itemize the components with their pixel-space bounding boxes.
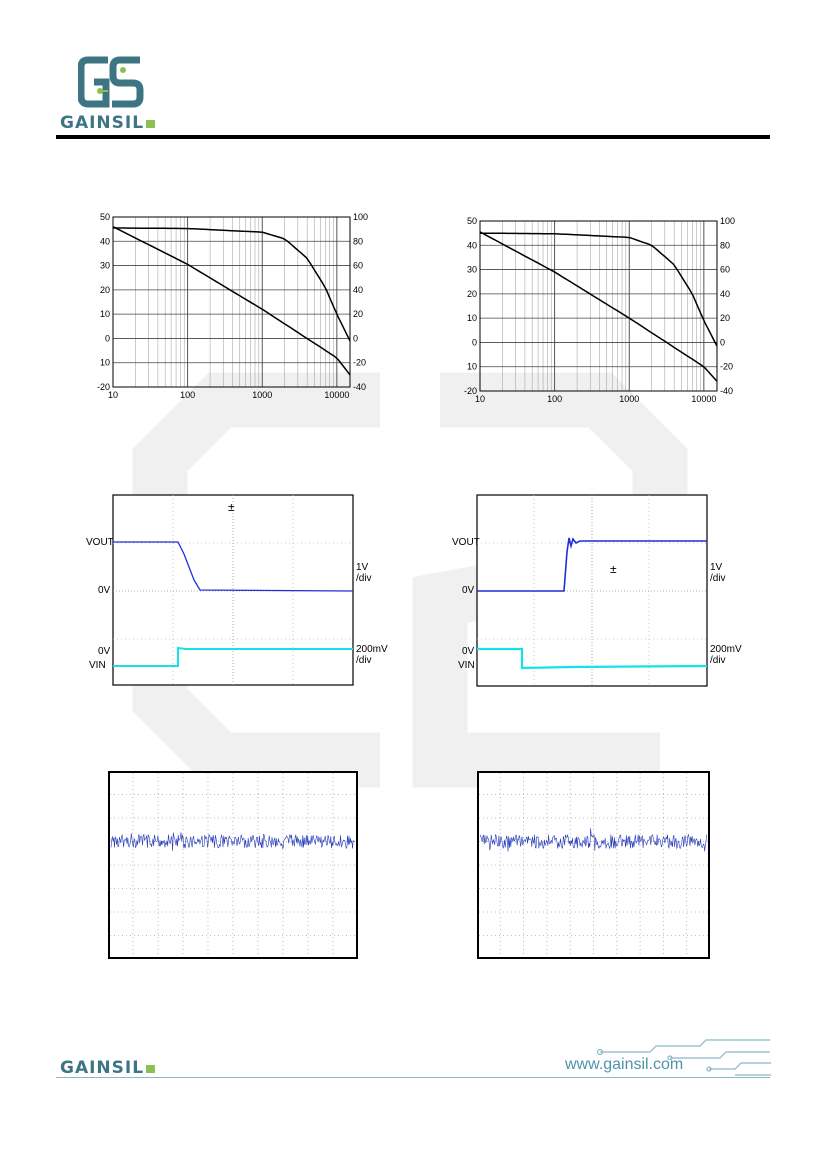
gain-phase-right-phase-curve — [479, 232, 718, 347]
circuit-trace-footer-icon — [706, 1062, 771, 1076]
gain-phase-right-grid — [479, 220, 717, 392]
gain-phase-left-right-tick-label: 40 — [353, 285, 363, 295]
transient-scope-right: ± VOUT 0V 0V VIN 1V /div 200mV /div — [452, 492, 752, 692]
gain-phase-right-left-tick-label: 0 — [472, 337, 477, 347]
gain-phase-right-right-tick-label: 100 — [720, 216, 735, 226]
gain-phase-right-x-tick-label: 10 — [475, 394, 485, 404]
scale-bottom-unit-right: /div — [710, 655, 726, 666]
gain-phase-left-left-tick-label: 40 — [100, 236, 110, 246]
vin-trace-right — [477, 647, 708, 670]
scale-top-unit-right: /div — [710, 573, 726, 584]
gain-phase-right-right-tick-label: 0 — [720, 337, 725, 347]
scope-right-center-axes — [477, 495, 707, 686]
gain-phase-right-x-tick-label: 1000 — [619, 394, 639, 404]
gain-phase-left-right-tick-label: 100 — [353, 212, 368, 222]
scale-bottom-value-left: 200mV — [356, 644, 388, 655]
gain-phase-left-x-tick-label: 10000 — [324, 390, 349, 400]
gain-phase-left-right-tick-label: -40 — [353, 382, 366, 392]
scope-left-center-axes — [113, 495, 353, 685]
gain-phase-left-right-tick-label: -20 — [353, 358, 366, 368]
gain-phase-right-left-tick-label: 20 — [467, 289, 477, 299]
gain-phase-left-left-tick-label: 0 — [105, 333, 110, 343]
gain-phase-left-right-tick-label: 80 — [353, 236, 363, 246]
noise-left-noise-trace — [110, 832, 355, 851]
gain-phase-left-x-tick-label: 100 — [180, 390, 195, 400]
footer-wordmark-text: GAINSIL — [60, 1058, 145, 1078]
gain-phase-right-left-tick-label: 40 — [467, 240, 477, 250]
gain-phase-right-x-tick-label: 10000 — [691, 394, 716, 404]
website-link[interactable]: www.gainsil.com — [565, 1056, 684, 1073]
noise-right-grid — [479, 773, 708, 957]
gain-phase-left-left-tick-label: -20 — [97, 382, 110, 392]
footer-wordmark-accent — [146, 1065, 156, 1073]
header-wordmark: GAINSIL — [60, 113, 156, 133]
circuit-trace-icon — [596, 1039, 770, 1060]
scale-top-unit-left: /div — [356, 573, 372, 584]
gain-phase-right-gain-curve — [479, 231, 718, 382]
gain-phase-left-right-tick-label: 60 — [353, 261, 363, 271]
noise-scope-left — [108, 771, 358, 959]
scope-left-screen — [112, 494, 354, 686]
gain-phase-right-left-tick-label: 10 — [467, 362, 477, 372]
header-wordmark-text: GAINSIL — [60, 113, 145, 133]
gain-phase-right-right-tick-label: 60 — [720, 265, 730, 275]
gain-phase-left-x-tick-label: 1000 — [252, 390, 272, 400]
gain-phase-left-left-tick-label: 30 — [100, 261, 110, 271]
gain-phase-left-left-tick-label: 50 — [100, 212, 110, 222]
gain-phase-left-grid — [112, 216, 350, 388]
plus-minus-marker-left: ± — [228, 500, 235, 514]
gain-phase-left-x-tick-label: 10 — [108, 390, 118, 400]
vout-trace-right — [477, 537, 707, 592]
noise-scope-right — [477, 771, 710, 959]
gain-phase-right-right-tick-label: 80 — [720, 240, 730, 250]
vin-trace-left — [113, 646, 353, 667]
transient-scope-left: ± VOUT 0V 0V VIN 1V /div 200mV /div — [86, 492, 388, 692]
footer-divider — [56, 1077, 770, 1078]
plus-minus-marker-right: ± — [610, 562, 617, 576]
scale-bottom-unit-left: /div — [356, 655, 372, 666]
vin-label-right: VIN — [458, 660, 475, 671]
gain-phase-right-right-tick-label: 40 — [720, 289, 730, 299]
scale-top-value-right: 1V — [710, 562, 723, 573]
gain-phase-right-frame — [479, 220, 718, 392]
vout-label-left: VOUT — [86, 537, 114, 548]
header-wordmark-accent — [146, 120, 156, 128]
noise-left-grid — [110, 773, 356, 957]
gain-phase-left-right-tick-label: 20 — [353, 309, 363, 319]
logo-gs-icon — [77, 56, 144, 108]
vout-trace-left — [113, 541, 354, 592]
gain-phase-right-left-tick-label: 30 — [467, 265, 477, 275]
gain-phase-right-left-tick-label: -20 — [464, 386, 477, 396]
gain-phase-left-phase-curve — [112, 227, 351, 342]
gain-phase-left-gain-curve — [112, 226, 351, 376]
scope-right-screen — [476, 494, 708, 687]
scale-top-value-left: 1V — [356, 562, 369, 573]
footer-wordmark: GAINSIL — [60, 1058, 156, 1078]
gain-phase-right-right-tick-label: -20 — [720, 362, 733, 372]
gain-phase-right-right-tick-label: -40 — [720, 386, 733, 396]
scale-bottom-value-right: 200mV — [710, 644, 742, 655]
company-logo-mark — [77, 56, 144, 112]
gain-phase-left-left-tick-label: 10 — [100, 358, 110, 368]
zero-volt-bottom-right: 0V — [462, 646, 475, 657]
gain-phase-right-left-tick-label: 50 — [467, 216, 477, 226]
gain-phase-left-right-tick-label: 0 — [353, 333, 358, 343]
gain-phase-right-x-tick-label: 100 — [547, 394, 562, 404]
zero-volt-top-right: 0V — [462, 585, 475, 596]
zero-volt-bottom-left: 0V — [98, 646, 111, 657]
vout-label-right: VOUT — [452, 537, 480, 548]
gain-phase-right-left-tick-label: 10 — [467, 313, 477, 323]
zero-volt-top-left: 0V — [98, 585, 111, 596]
header-divider — [56, 135, 770, 139]
gain-phase-left-left-tick-label: 10 — [100, 309, 110, 319]
gain-phase-right-right-tick-label: 20 — [720, 313, 730, 323]
gain-phase-left-frame — [112, 216, 351, 388]
vin-label-left: VIN — [89, 660, 106, 671]
noise-right-noise-trace — [479, 828, 708, 852]
gain-phase-left-left-tick-label: 20 — [100, 285, 110, 295]
